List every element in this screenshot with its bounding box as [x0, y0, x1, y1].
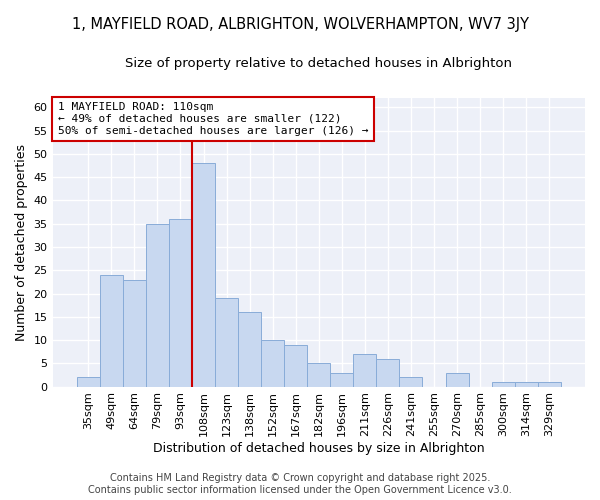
Bar: [192, 163, 215, 386]
Bar: [261, 340, 284, 386]
Bar: [307, 364, 330, 386]
Bar: [330, 372, 353, 386]
Bar: [169, 219, 192, 386]
Bar: [538, 382, 561, 386]
Title: Size of property relative to detached houses in Albrighton: Size of property relative to detached ho…: [125, 58, 512, 70]
Y-axis label: Number of detached properties: Number of detached properties: [15, 144, 28, 341]
Bar: [215, 298, 238, 386]
Bar: [284, 344, 307, 387]
Bar: [491, 382, 515, 386]
Bar: [400, 378, 422, 386]
Bar: [100, 275, 123, 386]
Bar: [123, 280, 146, 386]
Bar: [146, 224, 169, 386]
Text: 1 MAYFIELD ROAD: 110sqm
← 49% of detached houses are smaller (122)
50% of semi-d: 1 MAYFIELD ROAD: 110sqm ← 49% of detache…: [58, 102, 368, 136]
Text: Contains HM Land Registry data © Crown copyright and database right 2025.
Contai: Contains HM Land Registry data © Crown c…: [88, 474, 512, 495]
Text: 1, MAYFIELD ROAD, ALBRIGHTON, WOLVERHAMPTON, WV7 3JY: 1, MAYFIELD ROAD, ALBRIGHTON, WOLVERHAMP…: [71, 18, 529, 32]
Bar: [353, 354, 376, 386]
Bar: [77, 378, 100, 386]
X-axis label: Distribution of detached houses by size in Albrighton: Distribution of detached houses by size …: [153, 442, 485, 455]
Bar: [515, 382, 538, 386]
Bar: [376, 358, 400, 386]
Bar: [446, 372, 469, 386]
Bar: [238, 312, 261, 386]
